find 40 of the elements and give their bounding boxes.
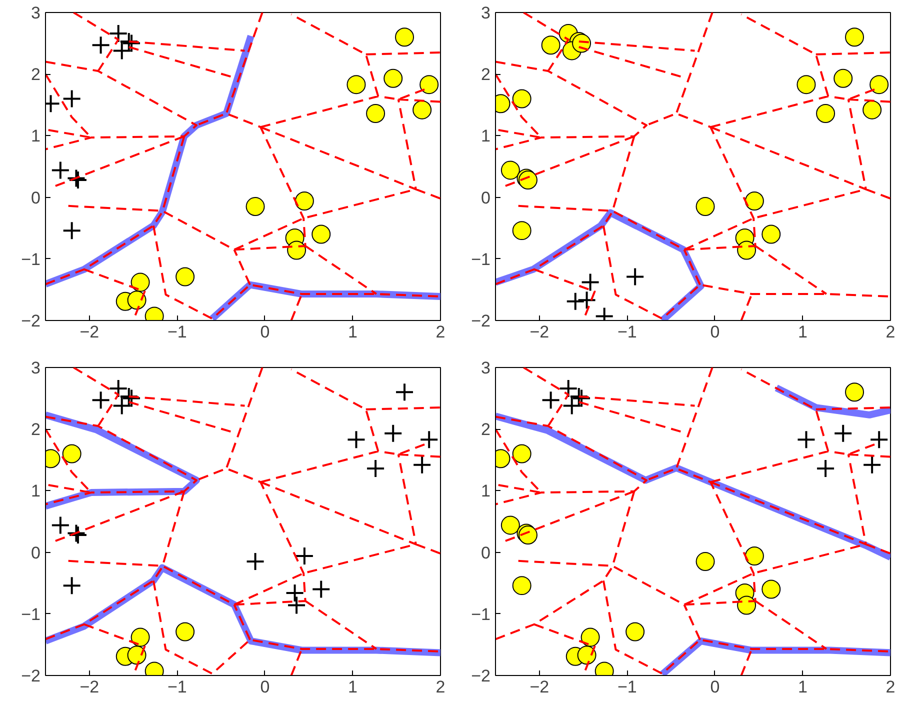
y-tick-label: 0	[481, 543, 491, 562]
x-tick-label: 0	[260, 678, 270, 696]
x-tick-label: −1	[617, 678, 637, 696]
x-tick-label: −2	[530, 322, 550, 342]
y-tick-label: 2	[481, 65, 491, 84]
y-tick-label: 1	[481, 482, 491, 501]
x-tick-label: 2	[436, 322, 446, 342]
x-tick-label: −1	[167, 678, 187, 696]
x-tick-label: −1	[617, 322, 637, 342]
y-tick-label: 0	[481, 188, 491, 208]
x-tick-label: 2	[886, 322, 896, 342]
y-tick-label: 1	[31, 126, 41, 146]
y-tick-label: −1	[21, 250, 41, 269]
x-tick-label: 1	[348, 322, 358, 342]
x-tick-label: 0	[260, 322, 270, 342]
x-tick-label: 1	[348, 678, 358, 696]
x-tick-label: −2	[530, 678, 550, 696]
y-tick-label: −1	[471, 604, 491, 624]
x-tick-label: −2	[80, 322, 100, 342]
x-tick-label: 2	[886, 678, 896, 696]
y-tick-label: 3	[481, 358, 491, 378]
y-tick-label: 3	[31, 358, 41, 378]
y-tick-label: 1	[31, 482, 41, 501]
y-tick-label: 1	[481, 126, 491, 146]
y-tick-label: 2	[481, 420, 491, 440]
y-tick-label: 2	[31, 420, 41, 440]
x-tick-label: 0	[710, 322, 720, 342]
y-tick-label: 3	[481, 4, 491, 22]
x-tick-label: 1	[798, 322, 808, 342]
x-tick-label: 1	[798, 678, 808, 696]
y-tick-label: 0	[31, 543, 41, 562]
y-tick-label: 0	[31, 188, 41, 208]
y-tick-label: −1	[471, 250, 491, 269]
x-tick-label: 2	[436, 678, 446, 696]
x-tick-label: 0	[710, 678, 720, 696]
x-tick-label: −2	[80, 678, 100, 696]
y-tick-label: 3	[31, 4, 41, 22]
y-tick-label: −1	[21, 604, 41, 624]
y-tick-label: 2	[31, 65, 41, 84]
x-tick-label: −1	[167, 322, 187, 342]
